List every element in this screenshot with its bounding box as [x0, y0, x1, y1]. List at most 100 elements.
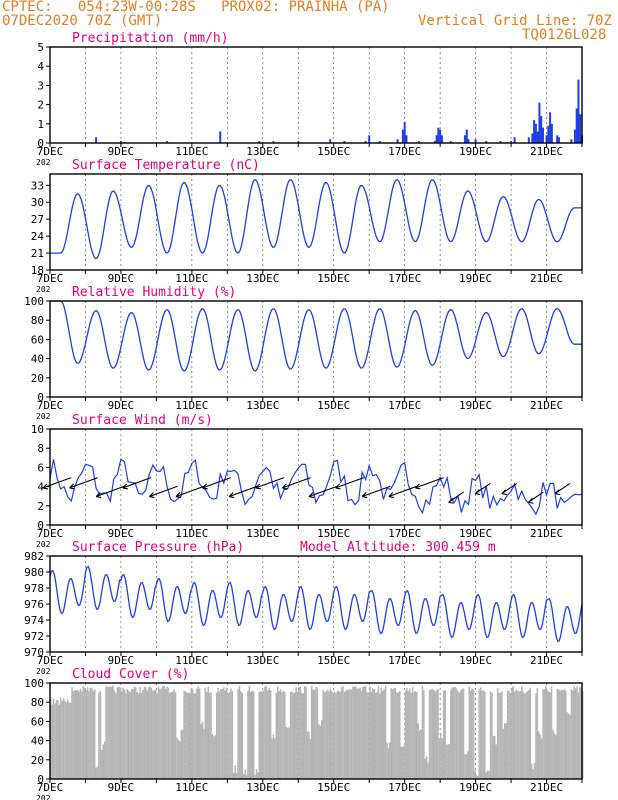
y-tick-label: 2	[37, 99, 44, 112]
cloud-bar	[101, 750, 103, 779]
wind-arrowhead	[388, 492, 394, 499]
cloud-bar	[67, 699, 69, 779]
cloud-bar	[77, 689, 79, 779]
cloud-bar	[349, 688, 351, 779]
cloud-bar	[372, 688, 374, 779]
cloud-bar	[211, 733, 214, 779]
cloud-bar	[59, 697, 62, 779]
cloud-bar	[467, 751, 469, 779]
precip-bar	[556, 135, 559, 143]
y-tick-label: 978	[24, 582, 44, 595]
cloud-bar	[443, 690, 445, 779]
y-tick-label: 3	[37, 79, 44, 92]
wind-arrow	[122, 477, 152, 489]
cloud-bar	[71, 687, 73, 779]
cloud-bar	[311, 686, 313, 779]
cloud-bar	[478, 689, 480, 779]
cloud-bar	[555, 735, 557, 779]
cloud-bar	[543, 689, 546, 779]
y-tick-label: 980	[24, 566, 44, 579]
cloud-bar	[340, 687, 343, 779]
cloud-bar	[413, 692, 415, 779]
cloud-bar	[574, 688, 577, 779]
cloud-bar	[183, 690, 185, 779]
y-tick-label: 0	[37, 391, 44, 404]
cloud-bar	[247, 690, 249, 779]
cloud-bar	[458, 692, 461, 779]
cloud-bar	[72, 691, 75, 779]
cloud-bar	[393, 688, 395, 779]
precip-bar	[396, 139, 399, 143]
precip-bar	[549, 112, 552, 143]
cloud-bar	[498, 692, 500, 779]
x-tick-label: 13DEC	[246, 272, 279, 285]
cloud-bar	[472, 689, 475, 779]
wind-arrowhead	[361, 492, 368, 499]
y-tick-label: 27	[31, 213, 44, 226]
cloud-bar	[155, 689, 157, 779]
x-tick-label: 7DEC	[37, 527, 64, 540]
wind-arrow	[282, 477, 311, 489]
cloud-bar	[475, 775, 478, 779]
cloud-bar	[450, 690, 452, 779]
cloud-bar	[78, 691, 80, 779]
y-tick-label: 20	[31, 372, 44, 385]
y-tick-label: 100	[24, 677, 44, 690]
cloud-bar	[428, 690, 431, 779]
cloud-bar	[176, 737, 178, 779]
cloud-bar	[576, 686, 578, 779]
cloud-bar	[95, 767, 97, 779]
cloud-bar	[511, 688, 513, 779]
cloud-bar	[335, 693, 337, 779]
cloud-bar	[208, 692, 211, 779]
cloud-bar	[370, 691, 373, 779]
wind-arrowhead	[255, 483, 261, 490]
cloud-bar	[338, 690, 340, 779]
cloud-bar	[454, 686, 456, 779]
panel-title: Surface Temperature (nC)	[72, 158, 260, 173]
cloud-bar	[102, 744, 104, 779]
panel-frame	[49, 300, 583, 398]
wind-arrowhead	[69, 483, 75, 490]
x-year-label: 202	[36, 285, 51, 294]
cloud-bar	[135, 687, 137, 779]
cloud-bar	[421, 686, 424, 779]
cloud-bar	[521, 686, 523, 779]
x-tick-label: 13DEC	[246, 781, 279, 794]
panel-frame	[49, 682, 583, 780]
cloud-bar	[193, 693, 195, 779]
cloud-bar	[435, 689, 438, 779]
cloud-bar	[423, 690, 425, 779]
cloud-bar	[230, 688, 232, 779]
cloud-bar	[248, 686, 251, 779]
cloud-bar	[241, 692, 243, 779]
cloud-bar	[96, 766, 99, 779]
cloud-bar	[329, 688, 331, 779]
y-tick-label: 0	[37, 137, 44, 150]
y-tick-label: 60	[31, 715, 44, 728]
cloud-bar	[389, 742, 391, 779]
panel-frame	[49, 428, 583, 526]
cloud-bar	[142, 689, 144, 779]
cloud-bar	[264, 686, 266, 779]
precip-bar	[467, 139, 470, 143]
cloud-bar	[548, 691, 550, 779]
cloud-bar	[488, 771, 490, 779]
cloud-bar	[122, 687, 124, 779]
x-year-label: 202	[36, 794, 51, 800]
wind-arrow	[308, 485, 338, 498]
cloud-bar	[362, 686, 364, 779]
x-tick-label: 7DEC	[37, 654, 64, 667]
x-tick-label: 11DEC	[175, 527, 208, 540]
cloud-bar	[109, 686, 112, 779]
cloud-bar	[366, 692, 368, 779]
cloud-bar	[206, 692, 208, 779]
y-tick-label: 976	[24, 598, 44, 611]
cloud-bar	[529, 687, 531, 779]
x-tick-label: 9DEC	[108, 399, 135, 412]
precip-bar	[510, 141, 513, 143]
cloud-bar	[515, 689, 517, 779]
y-tick-label: 974	[24, 614, 44, 627]
cloud-bar	[308, 731, 310, 779]
cloud-bar	[181, 729, 184, 779]
